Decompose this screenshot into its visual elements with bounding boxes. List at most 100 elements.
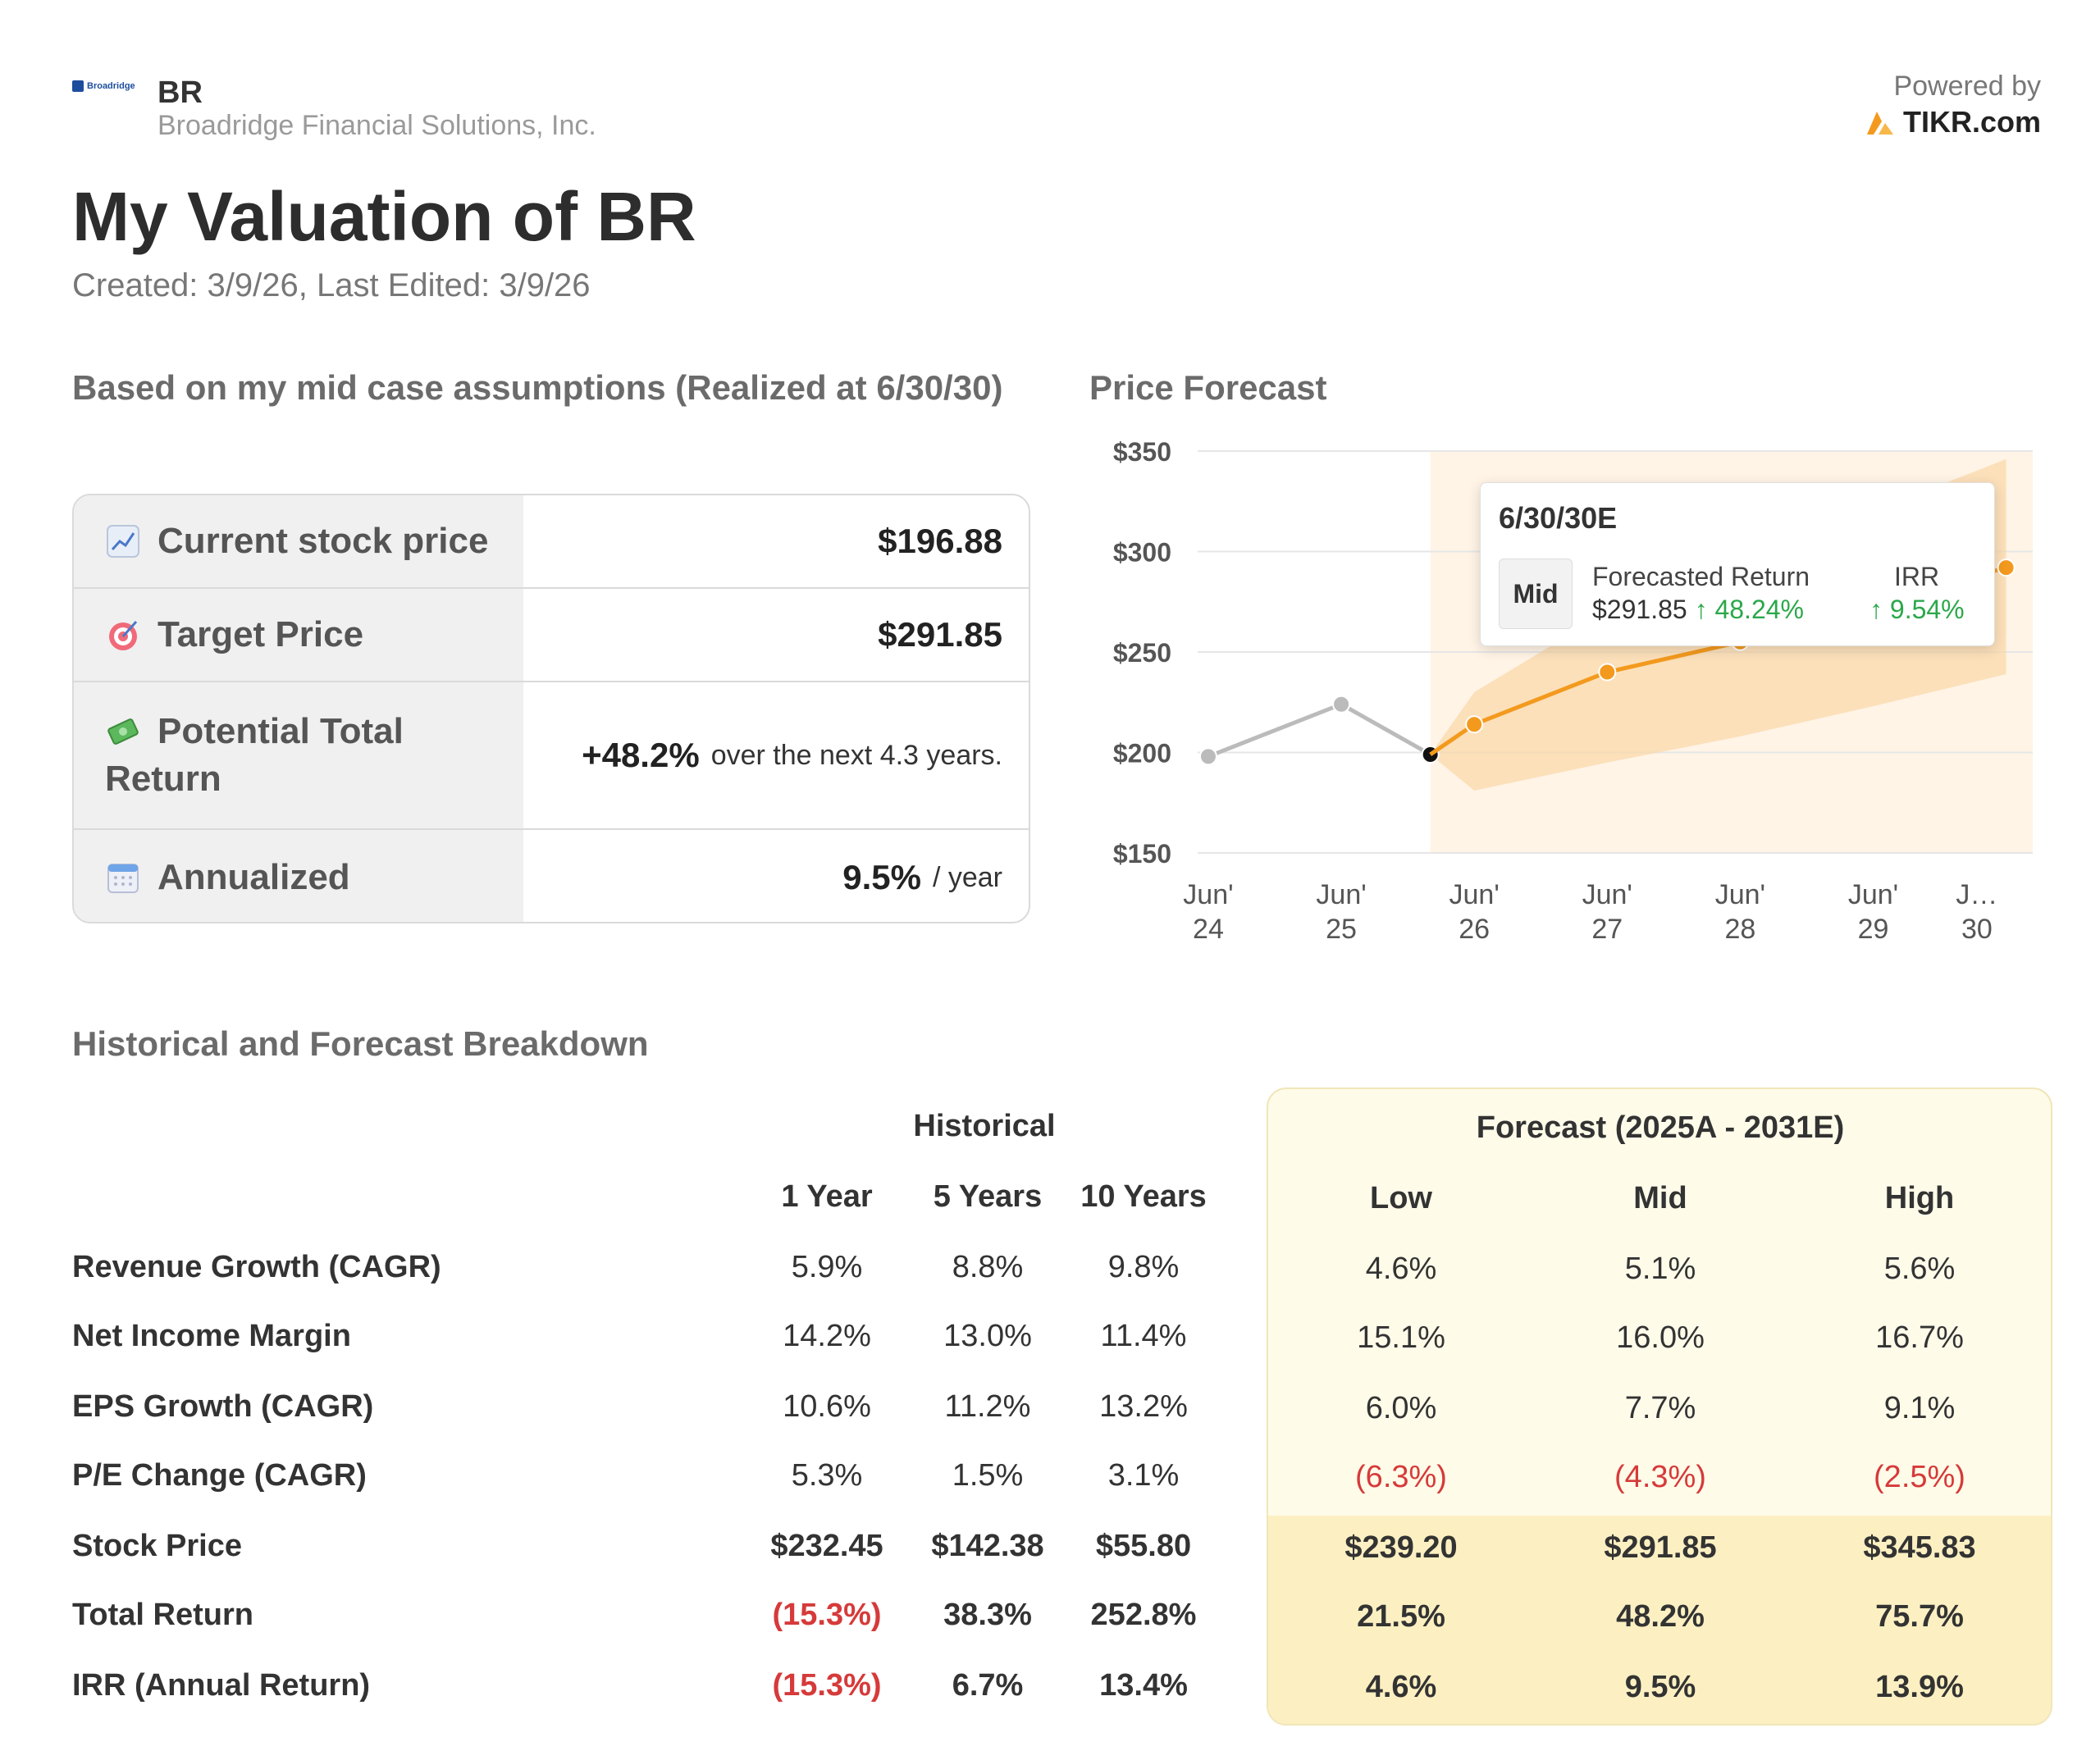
summary-label: Target Price [158,614,364,654]
forecast-point [1997,559,2016,577]
annualized-unit: / year [932,861,1002,893]
y-tick-label: $250 [1113,638,1171,668]
table-cell: 9.1% [1883,1391,1956,1425]
summary-label: Potential Total [158,711,404,751]
summary-row-current-price: Current stock price $196.88 [74,495,1029,589]
summary-row-target-price: Target Price $291.85 [74,589,1029,682]
table-cell: 5.1% [1624,1252,1696,1286]
col-high-header: High [1884,1181,1955,1215]
y-tick-label: $200 [1113,739,1171,768]
table-cell: 14.2% [783,1319,871,1353]
tooltip-return-label: Forecasted Return [1592,562,1810,591]
table-cell: 5.6% [1883,1252,1956,1286]
table-cell: 252.8% [1090,1598,1197,1632]
table-cell: 7.7% [1624,1391,1696,1425]
row-label: Stock Price [72,1529,242,1563]
historical-point [1198,747,1217,766]
row-label: P/E Change (CAGR) [72,1458,367,1493]
ticker-block: BR Broadridge Financial Solutions, Inc. [158,75,596,141]
money-icon [105,714,141,750]
annualized-value: 9.5% [842,858,921,896]
x-tick-label: 29 [1858,914,1889,945]
table-cell: 4.6% [1365,1252,1437,1286]
broadridge-logo-mark [72,80,84,92]
summary-label: Current stock price [158,521,489,561]
table-cell: 11.4% [1100,1319,1187,1353]
x-tick-label: Jun' [1582,879,1632,910]
x-tick-label: Jun' [1848,879,1898,910]
company-name: Broadridge Financial Solutions, Inc. [158,110,596,141]
forecast-point [1598,663,1617,682]
forecast-panel [1267,1087,2052,1726]
forecast-group-header: Forecast (2025A - 2031E) [1476,1110,1845,1145]
summary-heading: Based on my mid case assumptions (Realiz… [72,368,1003,407]
table-cell: 16.0% [1616,1320,1705,1355]
powered-by[interactable]: Powered by TIKR.com [1864,69,2041,141]
y-tick-label: $150 [1113,839,1171,869]
page-title: My Valuation of BR [72,178,696,255]
forecast-highlight-band [1268,1516,2051,1724]
table-cell: 8.8% [952,1250,1024,1284]
table-cell: (2.5%) [1874,1460,1965,1494]
x-tick-label: 27 [1591,914,1623,945]
breakdown-heading: Historical and Forecast Breakdown [72,1024,649,1063]
table-cell: 4.6% [1365,1670,1437,1704]
tooltip-return: ↑ 48.24% [1694,595,1804,624]
calendar-icon [105,859,141,896]
x-tick-label: 25 [1326,914,1357,945]
tooltip-date: 6/30/30E [1499,501,1618,535]
table-cell: 5.3% [791,1458,863,1493]
table-cell: (15.3%) [772,1598,882,1632]
historical-point [1332,695,1351,714]
table-cell: 75.7% [1875,1599,1964,1634]
table-cell: $55.80 [1095,1529,1192,1563]
ticker: BR [158,75,203,110]
forecast-point [1465,715,1484,734]
x-tick-label: 30 [1961,914,1993,945]
table-cell: 15.1% [1357,1320,1445,1355]
x-tick-label: 24 [1193,914,1224,945]
summary-label-cont: Return [105,759,221,799]
table-cell: 9.8% [1107,1250,1180,1284]
row-label: EPS Growth (CAGR) [72,1389,374,1424]
target-price-value: $291.85 [878,615,1002,654]
valuation-summary-table: Current stock price $196.88 Target Price… [72,494,1030,923]
table-cell: 38.3% [943,1598,1032,1632]
col-1-year-header: 1 Year [781,1179,873,1214]
table-cell: 13.2% [1099,1389,1188,1424]
table-cell: 48.2% [1616,1599,1705,1634]
tikr-link[interactable]: TIKR.com [1864,103,2041,141]
historical-group-header: Historical [913,1109,1056,1143]
x-tick-label: Jun' [1316,879,1366,910]
table-cell: 6.7% [952,1668,1024,1703]
table-cell: $232.45 [770,1529,883,1563]
col-5-years-header: 5 Years [933,1179,1043,1214]
table-cell: 13.0% [943,1319,1032,1353]
x-tick-label: J… [1956,879,1997,910]
row-label: Net Income Margin [72,1319,351,1353]
tooltip-case-badge: Mid [1499,559,1573,629]
table-cell: 13.9% [1875,1670,1964,1704]
table-cell: 13.4% [1099,1668,1188,1703]
table-cell: $291.85 [1604,1530,1717,1565]
table-cell: 16.7% [1875,1320,1964,1355]
tooltip-irr: ↑ 9.54% [1869,595,1965,624]
chart-tooltip: 6/30/30E Mid Forecasted Return IRR $291.… [1480,482,1995,646]
total-return-note: over the next 4.3 years. [710,739,1002,771]
summary-label: Annualized [158,857,350,897]
table-cell: 11.2% [944,1389,1031,1424]
created-edited-meta: Created: 3/9/26, Last Edited: 3/9/26 [72,267,591,303]
x-tick-label: 28 [1724,914,1755,945]
table-cell: 9.5% [1624,1670,1696,1704]
table-cell: 3.1% [1107,1458,1180,1493]
summary-row-annualized: Annualized 9.5% / year [74,830,1029,922]
current-price-value: $196.88 [878,522,1002,560]
col-low-header: Low [1370,1181,1432,1215]
x-tick-label: Jun' [1449,879,1500,910]
total-return-value: +48.2% [582,736,700,774]
table-cell: 21.5% [1357,1599,1445,1634]
table-cell: $142.38 [931,1529,1044,1563]
table-cell: (15.3%) [772,1668,882,1703]
tikr-logo-icon [1866,112,1893,135]
table-cell: 6.0% [1365,1391,1437,1425]
